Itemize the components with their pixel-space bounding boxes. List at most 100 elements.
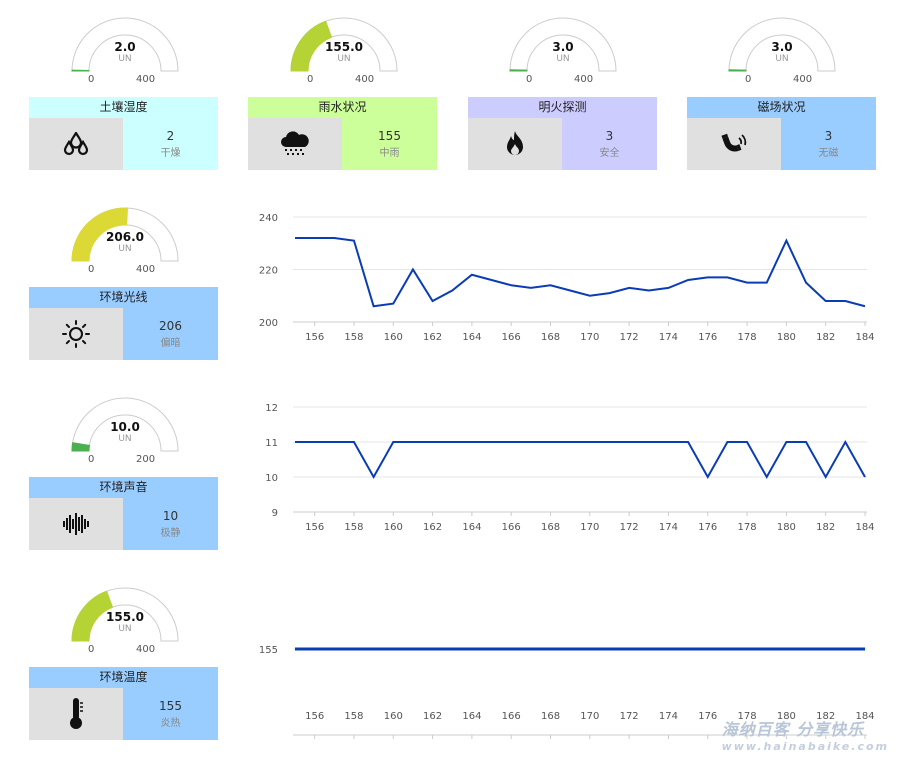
- watermark-line1: 海纳百客 分享快乐: [721, 720, 865, 739]
- card-title: 环境温度: [29, 667, 218, 688]
- gauge-max: 200: [136, 454, 156, 465]
- y-tick-label: 155: [259, 645, 278, 656]
- x-tick-label: 172: [620, 332, 639, 343]
- x-tick-label: 184: [855, 522, 874, 533]
- gauge-max: 400: [355, 74, 375, 85]
- card-fire: 明火探测 3 安全: [468, 97, 657, 171]
- sensor-status: 中雨: [379, 148, 400, 159]
- x-tick-label: 168: [541, 522, 560, 533]
- gauge-min: 0: [307, 74, 314, 85]
- x-tick-label: 156: [305, 711, 324, 722]
- sun-icon: [29, 308, 123, 360]
- sensor-value: 206: [159, 319, 182, 333]
- card-value-panel: 155 中雨: [342, 118, 437, 170]
- x-tick-label: 166: [502, 711, 521, 722]
- x-tick-label: 170: [580, 332, 599, 343]
- x-tick-label: 160: [384, 522, 403, 533]
- y-tick-label: 12: [265, 403, 278, 414]
- sensor-status: 偏暗: [160, 338, 181, 349]
- x-tick-label: 164: [462, 711, 481, 722]
- x-tick-label: 160: [384, 332, 403, 343]
- watermark: 海纳百客 分享快乐 www.hainabaike.com: [722, 716, 889, 753]
- gauge-min: 0: [88, 74, 95, 85]
- y-tick-label: 240: [259, 213, 278, 224]
- x-tick-label: 160: [384, 711, 403, 722]
- gauge-fill: [71, 442, 91, 452]
- card-title: 磁场状况: [687, 97, 876, 118]
- gauge-unit: UN: [337, 54, 351, 64]
- y-tick-label: 9: [272, 508, 278, 519]
- gauge-max: 400: [574, 74, 594, 85]
- gauge-max: 400: [793, 74, 813, 85]
- flame-icon: [468, 118, 562, 170]
- gauge-fill: [290, 20, 333, 72]
- gauge-sound: 10.0 UN 0 200: [70, 397, 210, 468]
- gauge-unit: UN: [556, 54, 570, 64]
- gauge-fill: [728, 69, 747, 72]
- sensor-value: 2: [166, 129, 175, 143]
- card-sound: 环境声音 10 极静: [29, 477, 218, 551]
- x-tick-label: 180: [777, 332, 796, 343]
- x-tick-label: 164: [462, 522, 481, 533]
- x-tick-label: 174: [659, 332, 678, 343]
- card-value-panel: 3 无磁: [781, 118, 876, 170]
- y-tick-label: 11: [265, 438, 278, 449]
- card-body: 2 干燥: [29, 118, 218, 170]
- x-tick-label: 184: [855, 711, 874, 722]
- sensor-value: 10: [162, 509, 179, 523]
- gauge-value: 10.0: [110, 420, 140, 434]
- gauge-unit: UN: [118, 54, 132, 64]
- gauge-min: 0: [526, 74, 533, 85]
- water-drops-icon: [29, 118, 123, 170]
- gauge-soil: 2.0 UN 0 400: [70, 17, 210, 88]
- y-tick-label: 10: [265, 473, 278, 484]
- x-tick-label: 174: [659, 711, 678, 722]
- card-value-panel: 3 安全: [562, 118, 657, 170]
- rain-cloud-icon: [248, 118, 342, 170]
- gauge-value: 155.0: [325, 40, 363, 54]
- card-value-panel: 2 干燥: [123, 118, 218, 170]
- gauge-unit: UN: [118, 624, 132, 634]
- x-tick-label: 182: [816, 332, 835, 343]
- x-tick-label: 162: [423, 332, 442, 343]
- card-temp: 环境温度 155 炎热: [29, 667, 218, 741]
- gauge-max: 400: [136, 644, 156, 655]
- card-rain: 雨水状况 155 中雨: [248, 97, 437, 171]
- gauge-fill: [509, 69, 528, 72]
- gauge-min: 0: [88, 644, 95, 655]
- gauge-max: 400: [136, 74, 156, 85]
- x-tick-label: 158: [344, 332, 363, 343]
- x-tick-label: 168: [541, 711, 560, 722]
- series-line: [295, 439, 866, 480]
- gauge-unit: UN: [775, 54, 789, 64]
- card-magnet: 磁场状况 3 无磁: [687, 97, 876, 171]
- gauge-min: 0: [88, 454, 95, 465]
- sensor-status: 无磁: [818, 148, 839, 159]
- card-body: 206 偏暗: [29, 308, 218, 360]
- x-tick-label: 170: [580, 711, 599, 722]
- gauge-value: 155.0: [106, 610, 144, 624]
- card-body: 155 炎热: [29, 688, 218, 740]
- sound-wave-icon: [29, 498, 123, 550]
- sensor-status: 安全: [599, 148, 620, 159]
- x-tick-label: 172: [620, 711, 639, 722]
- sensor-value: 155: [378, 129, 401, 143]
- watermark-line2: www.hainabaike.com: [721, 740, 889, 753]
- x-tick-label: 184: [855, 332, 874, 343]
- x-tick-label: 174: [659, 522, 678, 533]
- x-tick-label: 158: [344, 522, 363, 533]
- thermometer-icon: [29, 688, 123, 740]
- card-title: 明火探测: [468, 97, 657, 118]
- light-line-chart: 200 220 240 156 158 160 162 164 166 168 170 172 174 1…: [250, 205, 875, 349]
- gauge-value: 3.0: [771, 40, 793, 54]
- gauge-light: 206.0 UN 0 400: [70, 207, 210, 278]
- x-tick-label: 166: [502, 332, 521, 343]
- sensor-status: 炎热: [160, 718, 181, 729]
- gauge-magnet: 3.0 UN 0 400: [727, 17, 867, 88]
- x-tick-label: 178: [738, 522, 757, 533]
- card-value-panel: 206 偏暗: [123, 308, 218, 360]
- x-tick-label: 176: [698, 332, 717, 343]
- gauge-fill: [71, 69, 90, 72]
- card-light: 环境光线 206 偏暗: [29, 287, 218, 361]
- x-tick-label: 176: [698, 522, 717, 533]
